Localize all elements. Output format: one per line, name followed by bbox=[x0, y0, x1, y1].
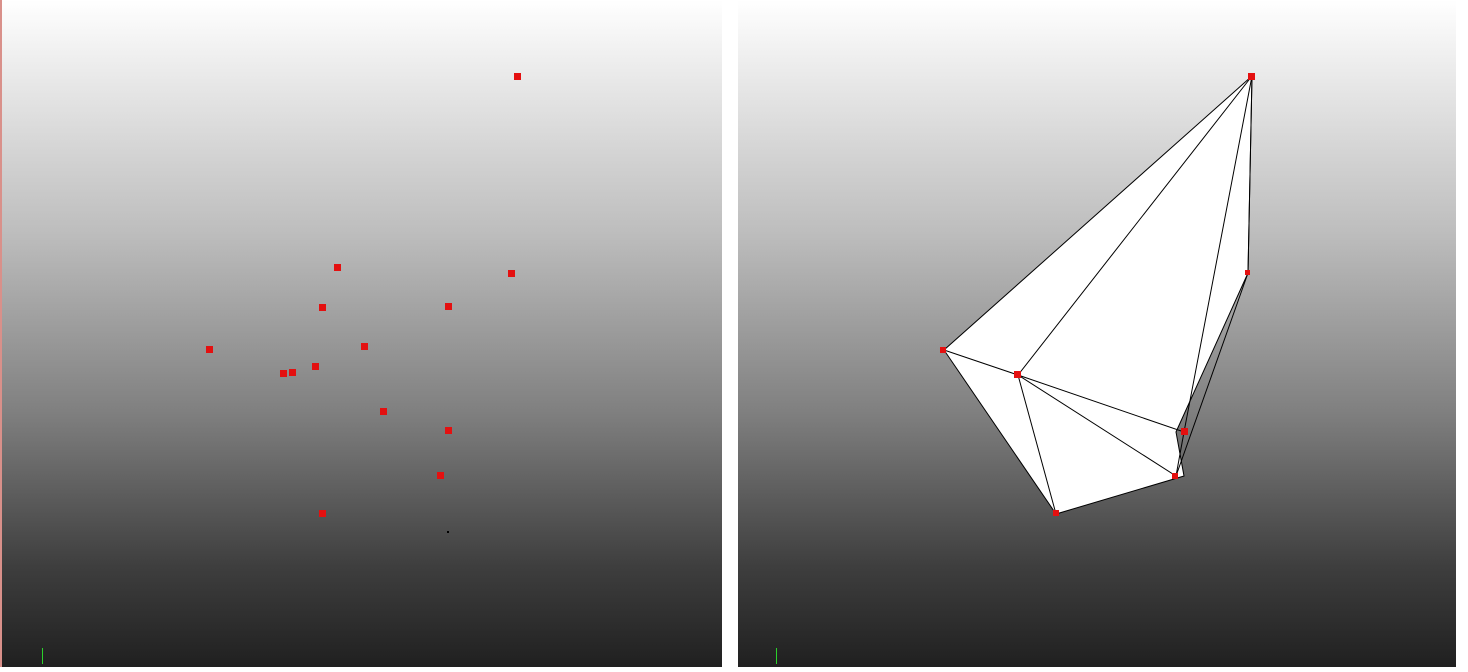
point-2[interactable] bbox=[334, 264, 341, 271]
hull-edge-set-6 bbox=[1247, 75, 1253, 274]
point-3[interactable] bbox=[508, 270, 515, 277]
point-7[interactable] bbox=[361, 343, 368, 350]
point-12[interactable] bbox=[445, 427, 452, 434]
point-15 bbox=[447, 531, 449, 533]
vertex-6[interactable] bbox=[1172, 473, 1178, 479]
point-cloud-points bbox=[206, 73, 521, 533]
hull-edge-set-4 bbox=[1017, 374, 1057, 515]
point-5[interactable] bbox=[445, 303, 452, 310]
point-13[interactable] bbox=[437, 472, 444, 479]
point-9[interactable] bbox=[289, 369, 296, 376]
vertex-4[interactable] bbox=[1014, 371, 1021, 378]
vertex-1[interactable] bbox=[1248, 73, 1255, 80]
point-8[interactable] bbox=[280, 370, 287, 377]
point-cloud-canvas[interactable] bbox=[2, 0, 722, 667]
vertex-2[interactable] bbox=[1245, 270, 1250, 275]
vertex-3[interactable] bbox=[940, 347, 946, 353]
vertex-7[interactable] bbox=[1053, 510, 1059, 516]
convex-hull-canvas[interactable] bbox=[738, 0, 1456, 667]
convex-hull-viewport[interactable] bbox=[738, 0, 1456, 667]
hull-face-outer bbox=[943, 74, 1253, 515]
hull-mesh bbox=[943, 74, 1253, 515]
hull-vertices bbox=[940, 73, 1255, 516]
point-1[interactable] bbox=[514, 73, 521, 80]
point-4[interactable] bbox=[319, 304, 326, 311]
vertex-5[interactable] bbox=[1181, 428, 1188, 435]
point-6[interactable] bbox=[206, 346, 213, 353]
hull-edge-set-5 bbox=[1175, 431, 1185, 477]
point-14[interactable] bbox=[319, 510, 326, 517]
point-cloud-viewport[interactable] bbox=[0, 0, 722, 667]
axis-indicator bbox=[776, 648, 777, 664]
point-10[interactable] bbox=[312, 363, 319, 370]
point-11[interactable] bbox=[380, 408, 387, 415]
axis-indicator bbox=[42, 648, 43, 664]
